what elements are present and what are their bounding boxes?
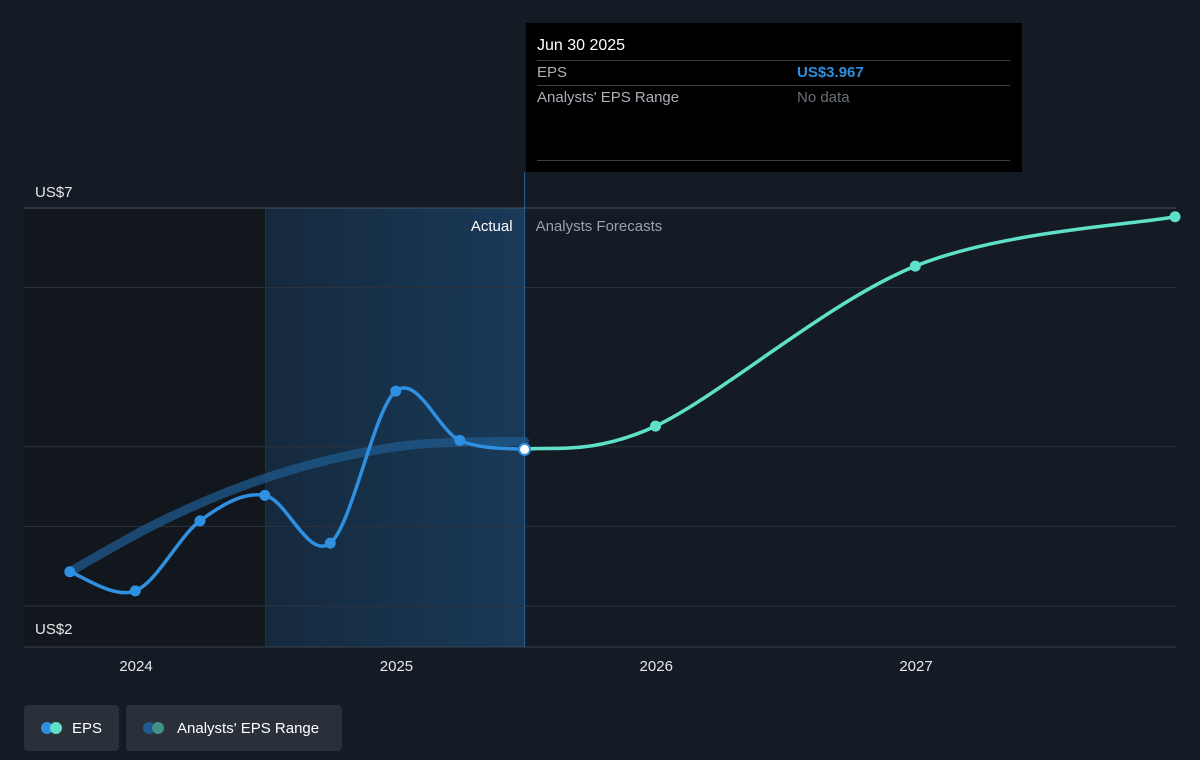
eps-forecast-point	[909, 260, 921, 272]
eps-actual-point	[259, 489, 271, 501]
tooltip-range-label: Analysts' EPS Range	[537, 89, 680, 106]
eps-actual-point	[64, 566, 76, 578]
eps-forecast-line	[524, 215, 1176, 452]
legend-eps-label: EPS	[71, 719, 102, 737]
eps-range-band	[65, 436, 530, 577]
legend-eps-button[interactable]: EPS	[24, 705, 119, 751]
y-tick-label-top: US$7	[35, 184, 73, 201]
eps-forecast-point	[650, 420, 662, 432]
tooltip-eps-label: EPS	[537, 64, 568, 81]
x-tick-label: 2024	[119, 658, 152, 675]
tooltip-divider	[537, 160, 1010, 161]
eps-chart: US$7 US$2 2024 2025 2026 2027 Actual Analysts F…	[24, 172, 1181, 675]
tooltip-divider	[537, 85, 1010, 86]
eps-actual-point	[194, 515, 206, 527]
eps-actual-line	[69, 386, 525, 595]
forecast-section-label: Analysts Forecasts	[536, 218, 663, 235]
x-tick-label: 2027	[899, 658, 932, 675]
x-tick-label: 2025	[380, 658, 413, 675]
tooltip-divider	[537, 60, 1010, 61]
legend-range-button[interactable]: Analysts' EPS Range	[126, 705, 342, 751]
eps-actual-point	[324, 537, 336, 549]
eps-legend-dots-icon	[41, 722, 62, 734]
eps-forecast-point	[1169, 211, 1181, 223]
y-tick-label-bottom: US$2	[35, 621, 73, 638]
eps-actual-point	[454, 434, 466, 446]
eps-actual-point	[390, 385, 402, 397]
eps-highlight-point	[518, 442, 532, 456]
recent-period-shade	[265, 208, 525, 647]
tooltip-panel: Jun 30 2025 EPS US$3.967 Analysts' EPS R…	[526, 23, 1022, 172]
past-shade	[24, 208, 266, 647]
tooltip-date: Jun 30 2025	[537, 37, 626, 54]
range-legend-dots-icon	[143, 722, 167, 734]
x-tick-label: 2026	[640, 658, 673, 675]
legend-range-label: Analysts' EPS Range	[177, 719, 320, 737]
actual-section-label: Actual	[471, 218, 513, 235]
tooltip-range-value: No data	[797, 89, 850, 106]
eps-actual-point	[129, 585, 141, 597]
tooltip-eps-value: US$3.967	[797, 64, 864, 81]
